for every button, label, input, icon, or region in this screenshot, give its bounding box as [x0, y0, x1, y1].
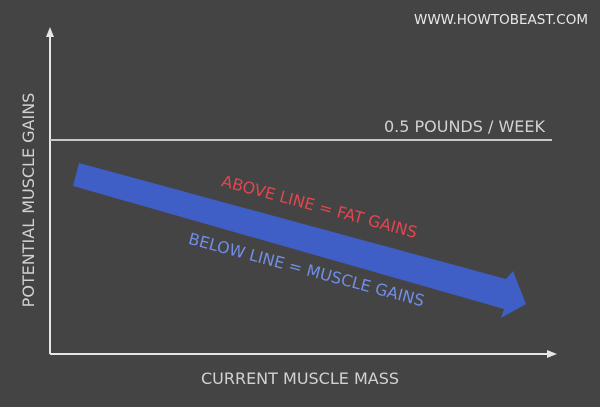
- reference-line-label: 0.5 POUNDS / WEEK: [384, 117, 546, 136]
- y-axis-label: POTENTIAL MUSCLE GAINS: [19, 93, 38, 308]
- x-axis-arrowhead: [547, 350, 557, 358]
- trend-arrow: [73, 163, 526, 318]
- y-axis-arrowhead: [46, 27, 54, 37]
- x-axis-label: CURRENT MUSCLE MASS: [201, 369, 399, 388]
- watermark: WWW.HOWTOBEAST.COM: [414, 12, 588, 28]
